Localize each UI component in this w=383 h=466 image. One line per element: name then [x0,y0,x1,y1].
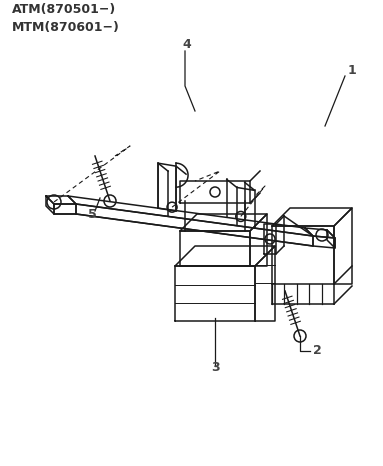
Text: ATM(870501−): ATM(870501−) [12,3,116,16]
Text: 3: 3 [211,361,219,374]
Text: 5: 5 [88,208,97,221]
Text: MTM(870601−): MTM(870601−) [12,21,120,34]
Text: 4: 4 [182,38,191,51]
Text: 1: 1 [348,64,357,77]
Text: 2: 2 [313,344,322,357]
